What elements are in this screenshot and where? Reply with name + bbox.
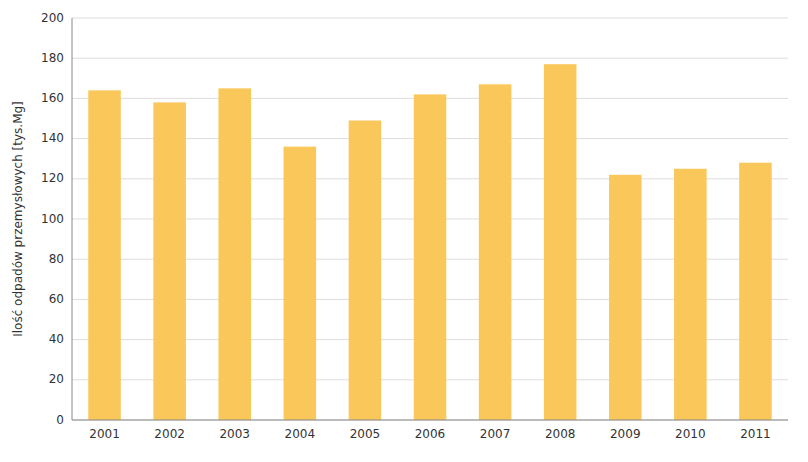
y-axis: 0 20 40 60 80 100 120 140 160 180 200 bbox=[41, 11, 64, 427]
grid-line bbox=[72, 58, 788, 59]
chart: 0204060801001201401601802002001200220032… bbox=[0, 0, 808, 462]
bar bbox=[414, 94, 447, 420]
x-tick-label: 2007 bbox=[480, 427, 511, 441]
bar bbox=[479, 84, 512, 420]
y-tick-label: 80 bbox=[49, 252, 64, 266]
grid-line bbox=[72, 18, 788, 19]
y-tick-label: 120 bbox=[41, 171, 64, 185]
bars bbox=[88, 64, 771, 420]
x-tick-label: 2009 bbox=[610, 427, 641, 441]
x-tick-label: 2006 bbox=[415, 427, 446, 441]
x-tick-label: 2011 bbox=[740, 427, 771, 441]
y-tick-label: 180 bbox=[41, 51, 64, 65]
y-tick-label: 0 bbox=[56, 413, 64, 427]
bar bbox=[674, 169, 707, 420]
grid-line bbox=[72, 420, 788, 421]
y-tick-label: 200 bbox=[41, 11, 64, 25]
x-tick-label: 2002 bbox=[154, 427, 185, 441]
bar bbox=[544, 64, 577, 420]
bar bbox=[349, 121, 382, 420]
grid bbox=[72, 18, 788, 420]
y-axis-line bbox=[72, 18, 73, 420]
x-tick-label: 2004 bbox=[285, 427, 316, 441]
x-tick-label: 2008 bbox=[545, 427, 576, 441]
y-tick-label: 160 bbox=[41, 91, 64, 105]
bar bbox=[739, 163, 772, 420]
x-axis-line bbox=[72, 420, 788, 421]
bar bbox=[609, 175, 642, 420]
x-tick-label: 2010 bbox=[675, 427, 706, 441]
y-tick-label: 100 bbox=[41, 212, 64, 226]
bar bbox=[218, 88, 251, 420]
bar bbox=[153, 102, 186, 420]
y-tick-label: 140 bbox=[41, 131, 64, 145]
x-axis: 2001 2002 2003 2004 2005 2006 2007 2008 2009 2010… bbox=[89, 427, 770, 441]
bar bbox=[88, 90, 121, 420]
x-tick-label: 2001 bbox=[89, 427, 120, 441]
bar bbox=[284, 147, 317, 420]
x-tick-label: 2003 bbox=[219, 427, 250, 441]
chart-container: 0204060801001201401601802002001200220032… bbox=[0, 0, 808, 462]
y-axis-label: Ilość odpadów przemysłowych [tys.Mg] bbox=[11, 101, 25, 337]
page: {"chart_data": {"type": "bar", "categori… bbox=[0, 0, 808, 462]
x-tick-label: 2005 bbox=[350, 427, 381, 441]
y-tick-label: 20 bbox=[49, 372, 64, 386]
y-tick-label: 40 bbox=[49, 332, 64, 346]
y-tick-label: 60 bbox=[49, 292, 64, 306]
